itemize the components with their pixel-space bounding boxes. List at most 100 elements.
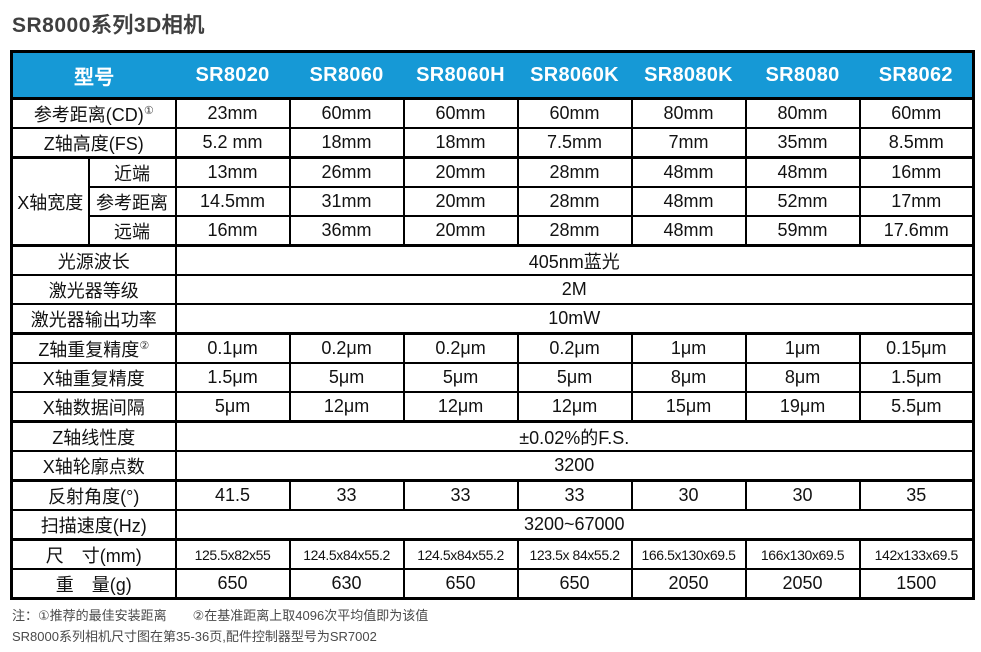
row-label: X轴数据间隔: [10, 391, 177, 423]
footnote-mark-1: ①: [143, 104, 154, 117]
spec-cell: 1μm: [744, 332, 861, 364]
spec-cell: 123.5x 84x55.2: [516, 538, 633, 570]
row-x-profile-points: X轴轮廓点数 3200: [10, 450, 975, 482]
spec-cell: 59mm: [744, 215, 861, 247]
row-label: 参考距离(CD)①: [10, 97, 177, 129]
x-width-group-label: X轴宽度: [10, 156, 90, 247]
spec-cell: 12μm: [288, 391, 405, 423]
model-header-sr8080: SR8080: [745, 50, 860, 100]
page-title: SR8000系列3D相机: [12, 14, 205, 37]
spec-cell: 5μm: [402, 362, 519, 393]
spec-cell: 166.5x130x69.5: [630, 538, 747, 570]
row-z-height: Z轴高度(FS) 5.2 mm 18mm 18mm 7.5mm 7mm 35mm…: [10, 127, 975, 159]
row-x-repeatability: X轴重复精度 1.5μm 5μm 5μm 5μm 8μm 8μm 1.5μm: [10, 362, 975, 393]
spec-cell: 15μm: [630, 391, 747, 423]
spec-cell: 124.5x84x55.2: [402, 538, 519, 570]
spec-cell: 36mm: [288, 215, 405, 247]
spec-cell: 0.1μm: [174, 332, 291, 364]
spec-cell: 5μm: [288, 362, 405, 393]
spec-cell: 5.2 mm: [174, 127, 291, 159]
row-reflect-angle: 反射角度(°) 41.5 33 33 33 30 30 35: [10, 479, 975, 511]
spec-cell: 0.2μm: [516, 332, 633, 364]
row-x-width-near: X轴宽度 近端 13mm 26mm 20mm 28mm 48mm 48mm 16…: [10, 156, 975, 247]
spec-cell: 60mm: [288, 97, 405, 129]
spec-cell: 5μm: [516, 362, 633, 393]
footnote-line-1: 注：①推荐的最佳安装距离 ②在基准距离上取4096次平均值即为该值: [12, 608, 429, 623]
row-label: 扫描速度(Hz): [10, 509, 177, 541]
spec-cell: 48mm: [630, 215, 747, 247]
spec-cell: 30: [744, 479, 861, 511]
spec-cell: 30: [630, 479, 747, 511]
spec-cell: 20mm: [402, 156, 519, 188]
spec-cell: 48mm: [630, 186, 747, 217]
spec-cell: 650: [516, 568, 633, 600]
spec-cell: 0.2μm: [288, 332, 405, 364]
spec-cell: 124.5x84x55.2: [288, 538, 405, 570]
spec-cell: 1μm: [630, 332, 747, 364]
spec-cell: 650: [402, 568, 519, 600]
spec-cell: 1500: [858, 568, 975, 600]
spec-cell: 35: [858, 479, 975, 511]
row-scan-speed: 扫描速度(Hz) 3200~67000: [10, 509, 975, 541]
row-label-text: 参考距离(CD): [33, 104, 144, 125]
spec-cell: 8μm: [744, 362, 861, 393]
spec-cell: 60mm: [858, 97, 975, 129]
spec-cell: 26mm: [288, 156, 405, 188]
sub-row-label: 参考距离: [87, 186, 177, 217]
spec-table: 型号 SR8020 SR8060 SR8060H SR8060K SR8080K…: [10, 50, 976, 600]
row-light-wavelength: 光源波长 405nm蓝光: [10, 244, 975, 276]
spec-cell: 31mm: [288, 186, 405, 217]
spec-cell-span: 405nm蓝光: [174, 244, 975, 276]
spec-cell: 19μm: [744, 391, 861, 423]
spec-cell: 13mm: [174, 156, 291, 188]
spec-cell: 60mm: [402, 97, 519, 129]
spec-cell: 33: [402, 479, 519, 511]
spec-cell: 60mm: [516, 97, 633, 129]
row-label: 反射角度(°): [10, 479, 177, 511]
spec-cell: 1.5μm: [174, 362, 291, 393]
spec-cell: 12μm: [516, 391, 633, 423]
spec-cell: 52mm: [744, 186, 861, 217]
row-label: Z轴线性度: [10, 420, 177, 452]
spec-cell: 80mm: [630, 97, 747, 129]
footnotes: 注：①推荐的最佳安装距离 ②在基准距离上取4096次平均值即为该值 SR8000…: [12, 606, 973, 648]
spec-cell: 7mm: [630, 127, 747, 159]
spec-cell: 80mm: [744, 97, 861, 129]
row-z-repeatability: Z轴重复精度② 0.1μm 0.2μm 0.2μm 0.2μm 1μm 1μm …: [10, 332, 975, 364]
row-reference-distance: 参考距离(CD)① 23mm 60mm 60mm 60mm 80mm 80mm …: [10, 97, 975, 129]
spec-cell: 7.5mm: [516, 127, 633, 159]
row-dimensions: 尺 寸(mm) 125.5x82x55 124.5x84x55.2 124.5x…: [10, 538, 975, 570]
model-header-sr8060h: SR8060H: [403, 50, 518, 100]
spec-cell: 18mm: [288, 127, 405, 159]
row-label: 激光器等级: [10, 274, 177, 305]
spec-cell-span: 2M: [174, 274, 975, 305]
row-label: 光源波长: [10, 244, 177, 276]
sub-row-label: 远端: [87, 215, 177, 247]
row-x-width-far: 远端 16mm 36mm 20mm 28mm 48mm 59mm 17.6mm: [12, 215, 975, 247]
spec-cell: 650: [174, 568, 291, 600]
row-label: X轴重复精度: [10, 362, 177, 393]
footnote-mark-2: ②: [139, 339, 150, 352]
row-laser-power: 激光器输出功率 10mW: [10, 303, 975, 335]
row-x-data-interval: X轴数据间隔 5μm 12μm 12μm 12μm 15μm 19μm 5.5μ…: [10, 391, 975, 423]
model-header-sr8060: SR8060: [289, 50, 404, 100]
model-header-sr8060k: SR8060K: [517, 50, 632, 100]
row-label: 尺 寸(mm): [10, 538, 177, 570]
model-column-header: 型号: [11, 50, 176, 100]
footnote-line-2: SR8000系列相机尺寸图在第35-36页,配件控制器型号为SR7002: [12, 628, 377, 644]
model-header-sr8020: SR8020: [175, 50, 290, 100]
spec-cell: 166x130x69.5: [744, 538, 861, 570]
spec-cell-span: 10mW: [174, 303, 975, 335]
header-row: 型号 SR8020 SR8060 SR8060H SR8060K SR8080K…: [11, 50, 974, 100]
spec-cell: 5μm: [174, 391, 291, 423]
spec-cell: 20mm: [402, 186, 519, 217]
row-label: Z轴高度(FS): [10, 127, 177, 159]
spec-cell: 17mm: [858, 186, 975, 217]
spec-cell: 48mm: [744, 156, 861, 188]
spec-cell: 5.5μm: [858, 391, 975, 423]
spec-cell: 125.5x82x55: [174, 538, 291, 570]
spec-cell: 35mm: [744, 127, 861, 159]
row-label: X轴轮廓点数: [10, 450, 177, 482]
spec-cell: 41.5: [174, 479, 291, 511]
spec-cell: 28mm: [516, 156, 633, 188]
